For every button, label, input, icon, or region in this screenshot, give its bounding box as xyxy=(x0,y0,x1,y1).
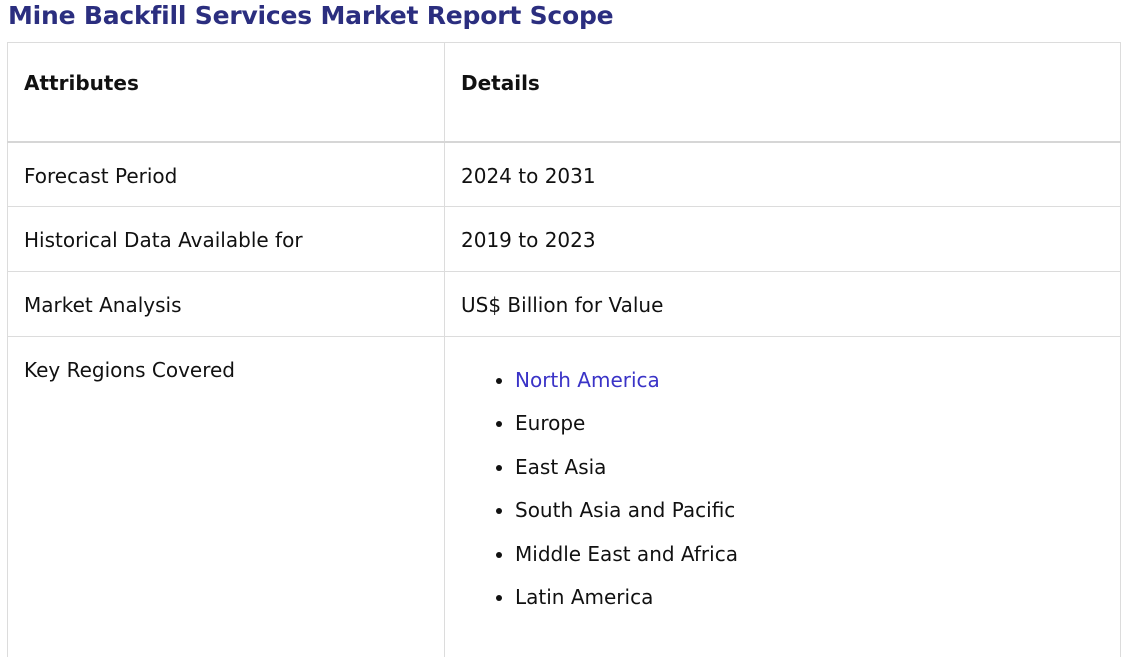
region-label: East Asia xyxy=(515,454,607,479)
detail-cell: 2019 to 2023 xyxy=(444,206,1121,272)
region-label: Middle East and Africa xyxy=(515,541,738,566)
attribute-cell: Market Analysis xyxy=(7,271,445,337)
attribute-cell: Key Regions Covered xyxy=(7,336,445,657)
list-item: East Asia xyxy=(515,453,1104,481)
attribute-cell: Historical Data Available for xyxy=(7,206,445,272)
regions-cell: North America Europe East Asia South Asi… xyxy=(444,336,1121,657)
region-label: Latin America xyxy=(515,584,654,609)
table-row-regions: Key Regions Covered North America Europe… xyxy=(7,336,1121,657)
list-item: Europe xyxy=(515,409,1104,437)
page-title: Mine Backfill Services Market Report Sco… xyxy=(8,1,614,30)
list-item: North America xyxy=(515,366,1104,394)
attribute-cell: Forecast Period xyxy=(7,141,445,207)
table-row: Market Analysis US$ Billion for Value xyxy=(7,271,1121,337)
detail-cell: US$ Billion for Value xyxy=(444,271,1121,337)
header-attributes: Attributes xyxy=(7,42,445,142)
table-row: Historical Data Available for 2019 to 20… xyxy=(7,206,1121,272)
table-row: Forecast Period 2024 to 2031 xyxy=(7,141,1121,207)
region-link-north-america[interactable]: North America xyxy=(515,368,660,392)
list-item: Latin America xyxy=(515,583,1104,611)
header-details: Details xyxy=(444,42,1121,142)
list-item: South Asia and Pacific xyxy=(515,496,1104,524)
region-label: Europe xyxy=(515,411,586,436)
report-scope-table: Attributes Details Forecast Period 2024 … xyxy=(7,42,1121,657)
region-label: South Asia and Pacific xyxy=(515,498,736,523)
detail-cell: 2024 to 2031 xyxy=(444,141,1121,207)
list-item: Middle East and Africa xyxy=(515,540,1104,568)
table-header-row: Attributes Details xyxy=(7,42,1121,142)
regions-list: North America Europe East Asia South Asi… xyxy=(461,366,1104,611)
